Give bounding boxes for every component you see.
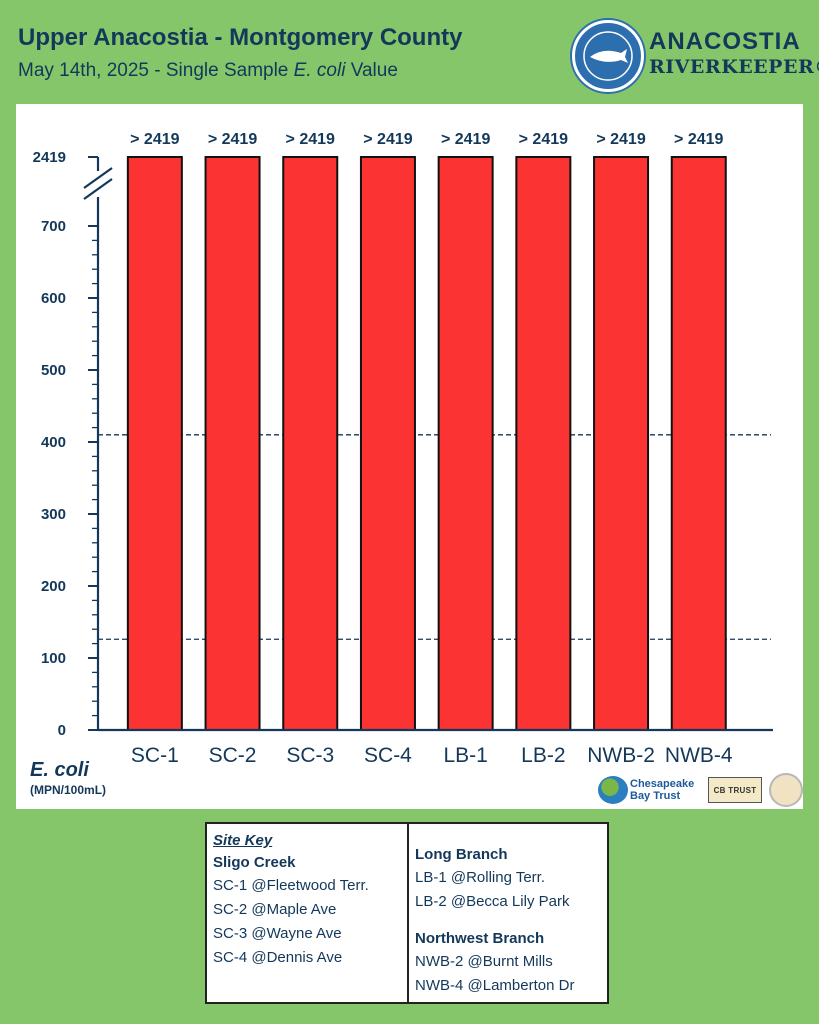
site-key-group-sligo: Sligo Creek <box>213 854 296 871</box>
axis-break-mark <box>83 178 113 200</box>
bar <box>204 156 261 731</box>
site-key-group-long-branch: Long Branch <box>415 846 508 863</box>
x-tick-label: SC-1 <box>131 744 179 767</box>
y-tick-label: 300 <box>41 506 66 523</box>
cbt-line2: Bay Trust <box>630 790 681 802</box>
cb-trust-plate-logo: CB TRUST <box>708 777 762 803</box>
bar <box>126 156 183 731</box>
logo-name: ANACOSTIA <box>649 28 801 55</box>
subtitle-italic: E. coli <box>293 60 346 81</box>
y-axis-units: (MPN/100mL) <box>30 783 106 797</box>
x-tick-label: LB-2 <box>521 744 565 767</box>
y-tick-label: 200 <box>41 578 66 595</box>
x-tick-label: SC-3 <box>286 744 334 767</box>
y-tick-label: 400 <box>41 434 66 451</box>
x-tick-label: NWB-4 <box>665 744 733 767</box>
y-tick-label: 0 <box>58 722 66 739</box>
site-key-left-column: Site Key Sligo Creek SC-1 @Fleetwood Ter… <box>213 830 369 970</box>
bar <box>437 156 494 731</box>
site-key-item: SC-4 @Dennis Ave <box>213 949 343 966</box>
bar-data-label: > 2419 <box>130 131 179 148</box>
site-key-divider <box>407 824 409 1002</box>
cbt-logo-text: Chesapeake Bay Trust <box>630 778 694 802</box>
y-tick-label: 600 <box>41 290 66 307</box>
subtitle-suffix: Value <box>345 60 398 81</box>
bar-data-label: > 2419 <box>363 131 412 148</box>
site-key: Site Key Sligo Creek SC-1 @Fleetwood Ter… <box>205 822 609 1004</box>
riverkeeper-fish-logo-icon <box>572 20 644 92</box>
bar <box>515 156 572 731</box>
bar-chart: > 2419 SC-1 > 2419 SC-2 > 2419 SC-3 > 2419 SC-4… <box>30 131 773 797</box>
site-key-item: LB-2 @Becca Lily Park <box>415 893 570 910</box>
y-tick-label: 700 <box>41 218 66 235</box>
bar-data-label: > 2419 <box>596 131 645 148</box>
x-tick-label: NWB-2 <box>587 744 655 767</box>
y-axis-title: E. coli <box>30 759 89 781</box>
chesapeake-bay-trust-logo-icon <box>598 776 628 804</box>
logo-subname: RIVERKEEPER® <box>649 56 819 78</box>
site-key-title: Site Key <box>213 832 273 849</box>
site-key-group-northwest: Northwest Branch <box>415 930 545 947</box>
bar-data-label: > 2419 <box>674 131 723 148</box>
y-tick-label: 2419 <box>33 149 66 166</box>
county-seal-icon <box>769 773 803 807</box>
site-key-item: NWB-4 @Lamberton Dr <box>415 977 575 994</box>
bar-data-label: > 2419 <box>286 131 335 148</box>
x-tick-label: LB-1 <box>443 744 487 767</box>
site-key-item: SC-2 @Maple Ave <box>213 901 337 918</box>
site-key-item: NWB-2 @Burnt Mills <box>415 953 553 970</box>
bar-data-label: > 2419 <box>208 131 257 148</box>
subtitle-text: May 14th, 2025 - Single Sample <box>18 60 294 81</box>
bar-data-label: > 2419 <box>441 131 490 148</box>
chart-subtitle: May 14th, 2025 - Single Sample E. coli V… <box>18 60 398 82</box>
bar <box>282 156 339 731</box>
bar <box>670 156 727 731</box>
chart-panel: > 2419 SC-1 > 2419 SC-2 > 2419 SC-3 > 2419 SC-4… <box>16 104 803 809</box>
axis-break-mark <box>83 167 113 189</box>
chart-title: Upper Anacostia - Montgomery County <box>18 24 463 51</box>
bar <box>593 156 650 731</box>
x-tick-label: SC-4 <box>364 744 412 767</box>
site-key-item: SC-3 @Wayne Ave <box>213 925 342 942</box>
site-key-right-column: Long Branch LB-1 @Rolling Terr. LB-2 @Be… <box>415 830 574 998</box>
y-tick-label: 100 <box>41 650 66 667</box>
y-tick-label: 500 <box>41 362 66 379</box>
x-tick-label: SC-2 <box>209 744 257 767</box>
site-key-item: LB-1 @Rolling Terr. <box>415 869 546 886</box>
bar-data-label: > 2419 <box>519 131 568 148</box>
bar <box>359 156 416 731</box>
cbt-line1: Chesapeake <box>630 778 695 790</box>
site-key-item: SC-1 @Fleetwood Terr. <box>213 877 369 894</box>
